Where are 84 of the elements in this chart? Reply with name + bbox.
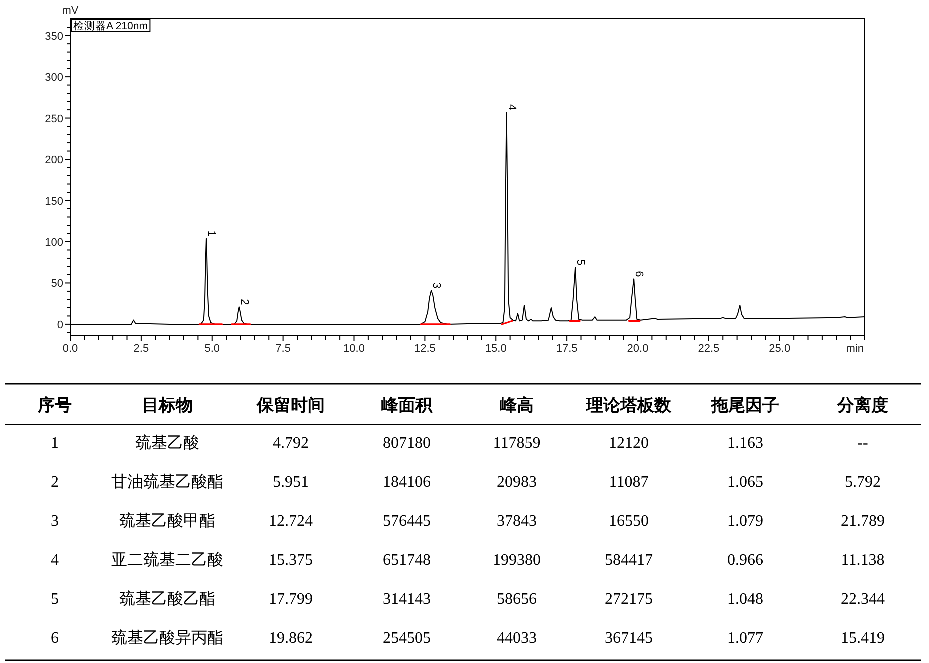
y-tick-label: 6 [51, 630, 59, 647]
text: 5.792 [845, 474, 881, 491]
annotation: 5 [574, 260, 587, 266]
text: 17.799 [269, 591, 313, 608]
y-tick-label: 250 [45, 113, 64, 126]
text: 1.079 [728, 513, 764, 530]
x-tick-label: 7.5 [276, 343, 291, 355]
text: 117859 [493, 435, 541, 452]
text: 272175 [605, 591, 653, 608]
x-tick-label: 峰面积 [382, 396, 434, 415]
text: 1.077 [728, 630, 764, 647]
text: 1.163 [728, 435, 764, 452]
y-tick-label: 4 [51, 552, 59, 569]
text: 576445 [383, 513, 431, 530]
text: 37843 [497, 513, 537, 530]
text: 651748 [383, 552, 431, 569]
text: 1.065 [728, 474, 764, 491]
y-tick-label: 150 [45, 196, 64, 208]
x-tick-label: 0.0 [62, 343, 78, 355]
text: 807180 [383, 435, 431, 452]
x-tick-label: 17.5 [556, 343, 578, 355]
x-tick-label: 22.5 [698, 343, 720, 355]
text: 巯基乙酸乙酯 [120, 591, 216, 608]
text: 5.951 [273, 474, 309, 491]
annotation: 检测器A 210nm [74, 20, 148, 32]
text: 21.789 [841, 513, 885, 530]
x-tick-label: 2.5 [134, 343, 150, 355]
text: 15.419 [841, 630, 885, 647]
text: 16550 [609, 513, 649, 530]
y-axis-title: 序号 [37, 396, 72, 415]
x-tick-label: 25.0 [769, 343, 791, 355]
text: 184106 [383, 474, 431, 491]
x-axis-title: min [846, 343, 864, 355]
y-tick-label: 1 [51, 435, 59, 452]
text: 367145 [605, 630, 653, 647]
text: 11.138 [841, 552, 885, 569]
x-tick-label: 15.0 [485, 343, 507, 355]
y-tick-label: 0 [57, 319, 64, 332]
x-tick-label: 保留时间 [256, 396, 325, 415]
y-axis-title: mV [62, 5, 80, 17]
annotation: 4 [506, 104, 518, 111]
y-tick-label: 100 [45, 236, 64, 249]
text: 11087 [609, 474, 649, 491]
x-tick-label: 5.0 [204, 343, 220, 355]
text: 巯基乙酸异丙酯 [112, 630, 224, 647]
text: 12.724 [269, 513, 313, 530]
x-tick-label: 12.5 [414, 343, 436, 355]
text: 12120 [609, 435, 649, 452]
x-tick-label: 20.0 [627, 343, 649, 355]
y-tick-label: 50 [51, 278, 64, 290]
y-tick-label: 2 [51, 474, 59, 491]
text: 254505 [383, 630, 431, 647]
y-tick-label: 5 [51, 591, 59, 608]
text: 19.862 [269, 630, 313, 647]
annotation: 1 [205, 230, 218, 237]
annotation: 6 [633, 271, 646, 278]
annotation: 2 [238, 299, 250, 306]
x-tick-label: 10.0 [344, 343, 365, 355]
y-tick-label: 350 [45, 30, 64, 43]
text: -- [858, 435, 868, 452]
y-tick-label: 300 [45, 72, 64, 84]
text: 22.344 [841, 591, 885, 608]
text: 58656 [497, 591, 537, 608]
text: 甘油巯基乙酸酯 [112, 474, 224, 491]
text: 亚二巯基二乙酸 [112, 552, 224, 569]
text: 15.375 [269, 552, 313, 569]
x-tick-label: 拖尾因子 [710, 396, 780, 415]
text: 584417 [605, 552, 653, 569]
text: 4.792 [273, 435, 309, 452]
text: 20983 [497, 474, 537, 491]
text: 1.048 [728, 591, 764, 608]
x-tick-label: 峰高 [500, 396, 534, 415]
x-tick-label: 分离度 [836, 396, 888, 415]
text: 199380 [493, 552, 541, 569]
text: 巯基乙酸甲酯 [120, 513, 216, 530]
x-tick-label: 目标物 [142, 396, 193, 415]
text: 314143 [383, 591, 431, 608]
text: 44033 [497, 630, 537, 647]
text: 巯基乙酸 [136, 435, 200, 452]
y-tick-label: 3 [51, 513, 59, 530]
x-tick-label: 理论塔板数 [586, 396, 672, 415]
annotation: 3 [430, 282, 443, 289]
y-tick-label: 200 [45, 154, 64, 167]
text: 0.966 [728, 552, 764, 569]
